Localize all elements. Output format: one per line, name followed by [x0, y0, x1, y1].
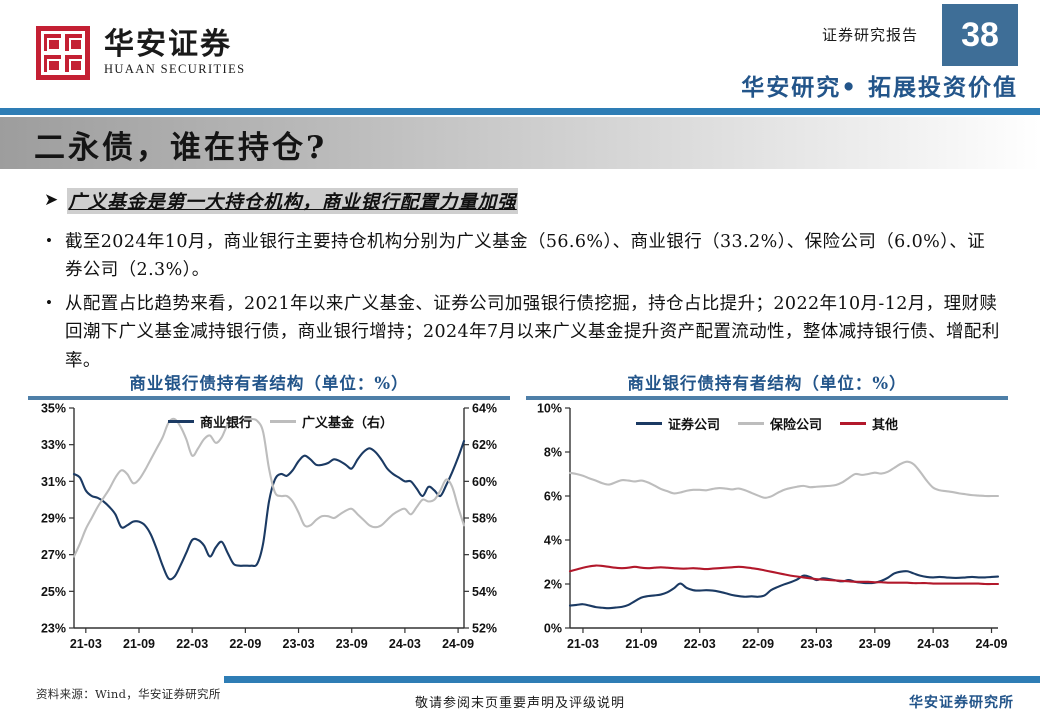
legend-item: 保险公司: [738, 414, 822, 433]
page-title: 二永债，谁在持仓?: [34, 130, 328, 166]
chart-title: 商业银行债持有者结构（单位：%）: [129, 374, 409, 393]
svg-text:21-09: 21-09: [123, 637, 155, 651]
legend-swatch: [738, 422, 765, 425]
brand-tagline: 华安研究• 拓展投资价值: [741, 74, 1018, 101]
legend-swatch: [168, 420, 194, 423]
svg-text:62%: 62%: [472, 438, 497, 452]
legend-label: 商业银行: [200, 416, 253, 431]
huaan-seal-icon: [36, 26, 90, 80]
arrow-bullet-icon: ➤: [44, 190, 59, 209]
brand-logo: 华安证券 HUAAN SECURITIES: [36, 26, 246, 80]
svg-text:24-03: 24-03: [917, 637, 949, 651]
svg-text:23-09: 23-09: [336, 637, 368, 651]
svg-text:24-03: 24-03: [389, 637, 421, 651]
section-subheading-text: 广义基金是第一大持仓机构，商业银行配置力量加强: [67, 188, 518, 214]
svg-text:27%: 27%: [41, 548, 66, 562]
chart-title-divider: [28, 396, 510, 400]
chart-svg-left: 35% 33% 31% 29% 27% 25% 23% 64% 62% 60% 58% 56% 54% 5…: [41, 402, 497, 652]
chart-plot-area: 10% 8% 6% 4% 2% 0% 21-03 21-09 22-03 22-09 23-03 23…: [526, 400, 1008, 662]
slide-title-band: [0, 117, 1040, 169]
legend-item: 广义基金（右）: [270, 412, 393, 431]
bullet-text: 截至2024年10月，商业银行主要持仓机构分别为广义基金（56.6%）、商业银行…: [64, 232, 986, 281]
svg-text:0%: 0%: [544, 622, 562, 636]
svg-text:21-03: 21-03: [70, 637, 102, 651]
bullet-dot-icon: •: [46, 293, 52, 312]
svg-text:4%: 4%: [544, 534, 562, 548]
svg-text:24-09: 24-09: [442, 637, 474, 651]
legend-label: 证券公司: [668, 418, 721, 433]
svg-text:22-09: 22-09: [742, 637, 774, 651]
svg-text:58%: 58%: [472, 512, 497, 526]
svg-text:24-09: 24-09: [976, 637, 1008, 651]
page-number-badge: 38: [942, 4, 1018, 66]
chart-commercial-bank-holders: 商业银行债持有者结构（单位：%） 35% 33% 31% 29% 27% 25% 23% 64…: [28, 370, 510, 670]
chart-other-holders: 商业银行债持有者结构（单位：%） 10% 8% 6% 4% 2% 0% 21-03 21-09…: [526, 370, 1008, 670]
svg-text:35%: 35%: [41, 402, 66, 416]
chart-title: 商业银行债持有者结构（单位：%）: [627, 374, 907, 393]
svg-text:54%: 54%: [472, 585, 497, 599]
source-note: 资料来源：Wind，华安证券研究所: [36, 687, 221, 701]
svg-text:22-09: 22-09: [229, 637, 261, 651]
svg-text:2%: 2%: [544, 578, 562, 592]
chart-legend: 商业银行 广义基金（右）: [168, 412, 393, 431]
chart-title-divider: [526, 396, 1008, 400]
page-header: 华安证券 HUAAN SECURITIES 证券研究报告 38 华安研究• 拓展…: [0, 0, 1040, 108]
svg-text:10%: 10%: [537, 402, 562, 416]
legend-swatch: [636, 422, 662, 425]
bullet-dot-icon: •: [46, 231, 52, 250]
svg-text:23-03: 23-03: [800, 637, 832, 651]
svg-text:29%: 29%: [41, 512, 66, 526]
chart-svg-right: 10% 8% 6% 4% 2% 0% 21-03 21-09 22-03 22-09 23-03 23…: [537, 402, 1008, 652]
brand-name-en: HUAAN SECURITIES: [104, 62, 246, 77]
svg-text:21-09: 21-09: [625, 637, 657, 651]
svg-text:8%: 8%: [544, 446, 562, 460]
header-divider: [0, 108, 1040, 115]
svg-text:64%: 64%: [472, 402, 497, 416]
legend-swatch: [270, 420, 297, 423]
svg-text:21-03: 21-03: [567, 637, 599, 651]
chart-plot-area: 35% 33% 31% 29% 27% 25% 23% 64% 62% 60% 58% 56% 54% 5…: [28, 400, 510, 662]
svg-text:31%: 31%: [41, 475, 66, 489]
legend-label: 保险公司: [770, 418, 823, 433]
svg-text:25%: 25%: [41, 585, 66, 599]
bullet-item: • 从配置占比趋势来看，2021年以来广义基金、证券公司加强银行债挖掘，持仓占比…: [46, 290, 1006, 375]
legend-label: 其他: [872, 418, 899, 433]
legend-item: 其他: [840, 414, 898, 433]
svg-text:22-03: 22-03: [684, 637, 716, 651]
section-subheading: ➤ 广义基金是第一大持仓机构，商业银行配置力量加强: [44, 188, 518, 214]
chart-legend: 证券公司 保险公司 其他: [636, 414, 898, 433]
svg-text:23-09: 23-09: [859, 637, 891, 651]
bullet-text: 从配置占比趋势来看，2021年以来广义基金、证券公司加强银行债挖掘，持仓占比提升…: [64, 294, 1000, 371]
svg-text:23%: 23%: [41, 622, 66, 636]
legend-item: 证券公司: [636, 414, 720, 433]
legend-swatch: [840, 422, 867, 425]
svg-text:56%: 56%: [472, 548, 497, 562]
svg-text:22-03: 22-03: [176, 637, 208, 651]
svg-text:52%: 52%: [472, 622, 497, 636]
svg-text:33%: 33%: [41, 438, 66, 452]
report-type-label: 证券研究报告: [821, 26, 918, 44]
brand-name-cn: 华安证券: [104, 26, 232, 62]
legend-item: 商业银行: [168, 412, 252, 431]
svg-text:6%: 6%: [544, 490, 562, 504]
footer-institution: 华安证券研究所: [909, 695, 1014, 711]
brand-logo-text: 华安证券 HUAAN SECURITIES: [104, 29, 246, 78]
disclaimer-note: 敬请参阅末页重要声明及评级说明: [414, 696, 625, 711]
svg-text:60%: 60%: [472, 475, 497, 489]
legend-label: 广义基金（右）: [302, 416, 394, 431]
svg-text:23-03: 23-03: [283, 637, 315, 651]
bullet-item: • 截至2024年10月，商业银行主要持仓机构分别为广义基金（56.6%）、商业…: [46, 228, 986, 285]
footer-divider: [224, 676, 1040, 683]
